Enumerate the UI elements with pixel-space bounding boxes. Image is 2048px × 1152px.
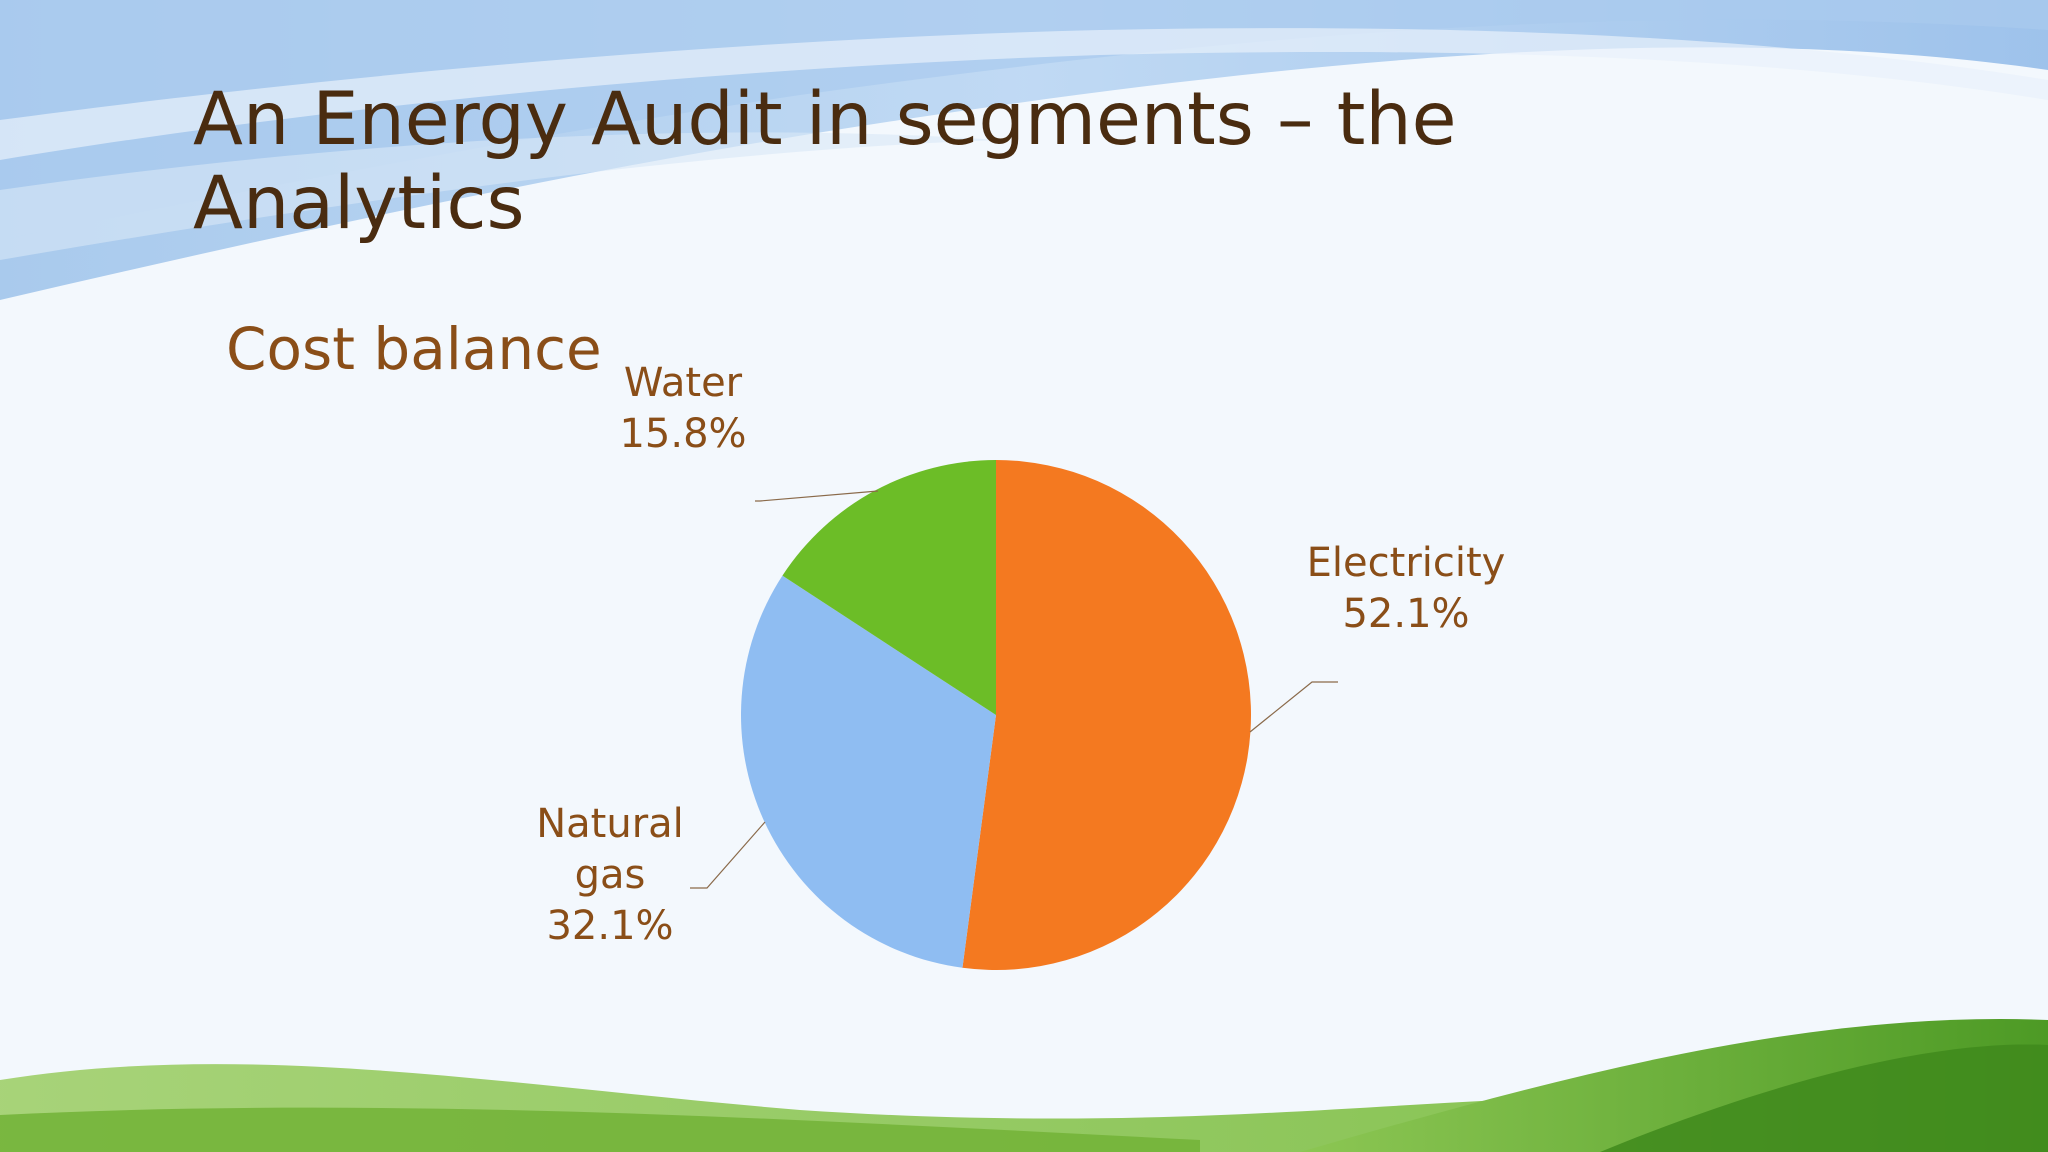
chart-title: Cost balance bbox=[226, 315, 602, 383]
leader-line-water bbox=[755, 490, 879, 502]
slide-title: An Energy Audit in segments – the Analyt… bbox=[193, 77, 1457, 246]
leader-line-natural-gas bbox=[690, 821, 766, 889]
pie-slice-natural-gas bbox=[741, 575, 996, 968]
leader-line-electricity bbox=[1249, 681, 1338, 733]
data-label-natural-gas: Natural gas 32.1% bbox=[536, 801, 684, 949]
pie-slice-water bbox=[782, 460, 996, 715]
data-label-water: Water 15.8% bbox=[619, 360, 746, 457]
pie-slice-electricity bbox=[962, 460, 1251, 970]
data-label-electricity: Electricity 52.1% bbox=[1307, 540, 1506, 637]
